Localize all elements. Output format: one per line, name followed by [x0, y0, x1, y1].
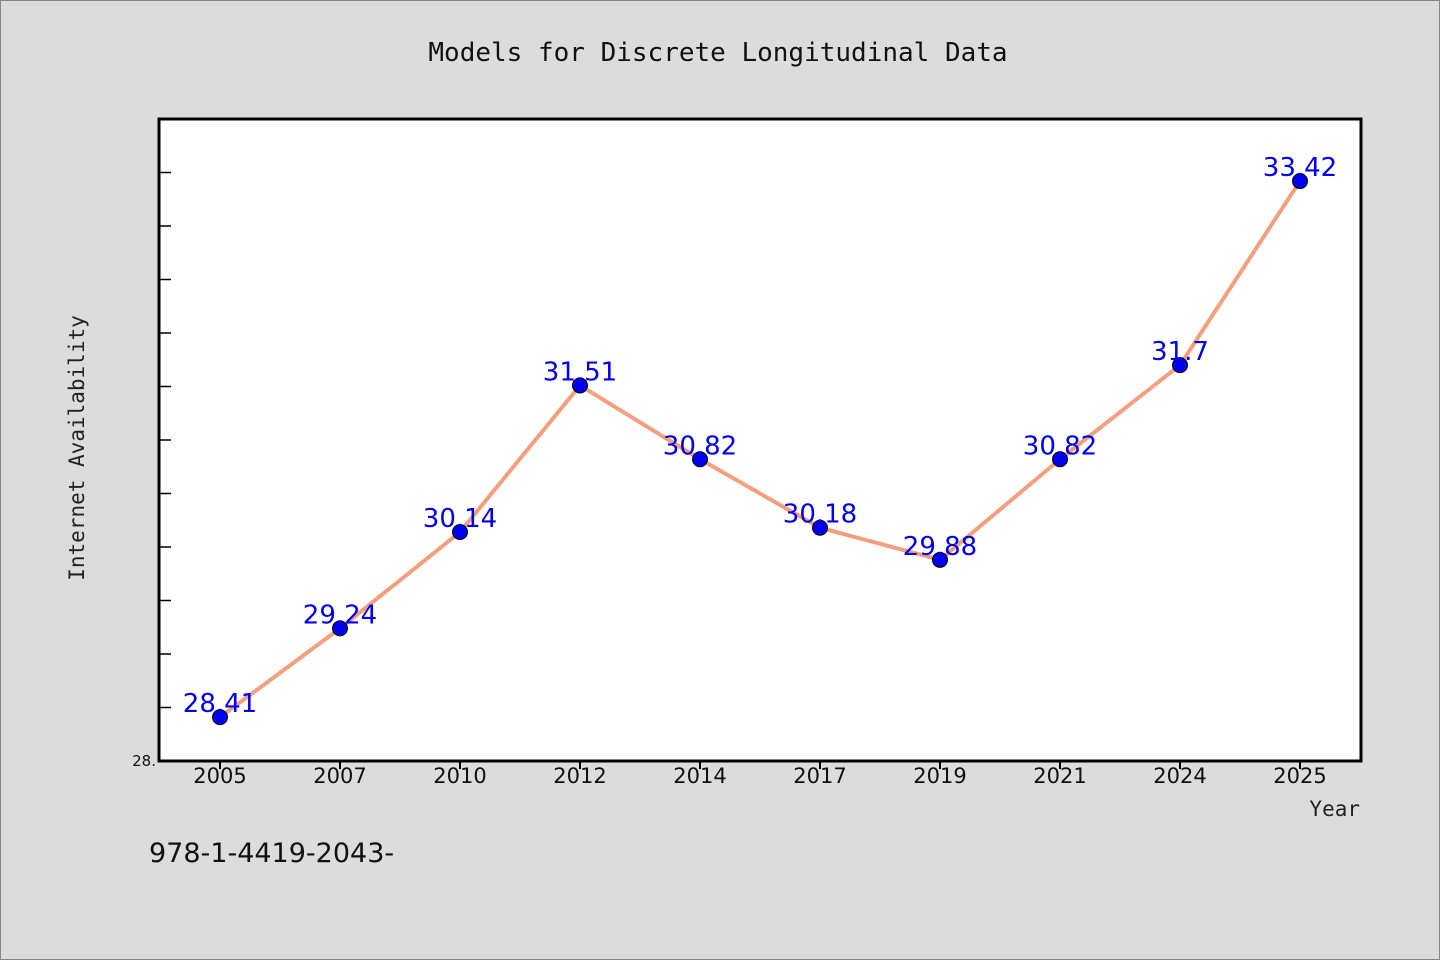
plot-area — [157, 117, 1363, 763]
data-label: 29.88 — [903, 532, 977, 562]
data-point — [332, 620, 348, 637]
data-label: 30.14 — [423, 504, 497, 534]
chart-title: Models for Discrete Longitudinal Data — [428, 38, 1007, 68]
data-point — [572, 377, 588, 394]
footnote-text: 978-1-4419-2043- — [149, 838, 394, 869]
x-axis-label: Year — [1309, 797, 1360, 821]
x-tick-label: 2007 — [313, 764, 366, 788]
data-label: 29.24 — [303, 600, 377, 630]
x-tick-label: 2010 — [433, 764, 486, 788]
y-axis-ticks — [159, 171, 171, 709]
x-tick-label: 2024 — [1153, 764, 1206, 788]
x-tick-label: 2017 — [793, 764, 846, 788]
data-label: 33.42 — [1263, 153, 1337, 183]
data-point — [932, 551, 948, 568]
series-line — [218, 179, 1302, 720]
data-point — [452, 524, 468, 541]
data-point — [812, 519, 828, 536]
data-point — [212, 709, 228, 726]
x-tick-label: 2005 — [193, 764, 246, 788]
data-label: 31.7 — [1151, 337, 1209, 367]
y-axis-label: Internet Availability — [65, 315, 89, 581]
y-tick-label: 28. — [132, 752, 156, 770]
data-label: 30.82 — [663, 431, 737, 461]
data-label: 31.51 — [543, 357, 617, 387]
x-axis-ticks: 2005 2007 2010 2012 2014 2017 2019 2021 2024 2025 — [193, 761, 1327, 788]
x-tick-label: 2019 — [913, 764, 966, 788]
x-tick-label: 2012 — [553, 764, 606, 788]
data-label: 30.18 — [783, 500, 857, 530]
data-label: 30.82 — [1023, 431, 1097, 461]
x-tick-label: 2014 — [673, 764, 726, 788]
data-point — [1052, 451, 1068, 468]
data-label: 28.41 — [183, 689, 257, 719]
data-point — [1172, 357, 1188, 374]
x-tick-label: 2025 — [1273, 764, 1326, 788]
data-point — [1292, 173, 1308, 190]
data-series: 28.41 29.24 30.14 31.51 30.82 30.18 29.88 30.82… — [183, 153, 1337, 726]
x-tick-label: 2021 — [1033, 764, 1086, 788]
data-point — [692, 451, 708, 468]
